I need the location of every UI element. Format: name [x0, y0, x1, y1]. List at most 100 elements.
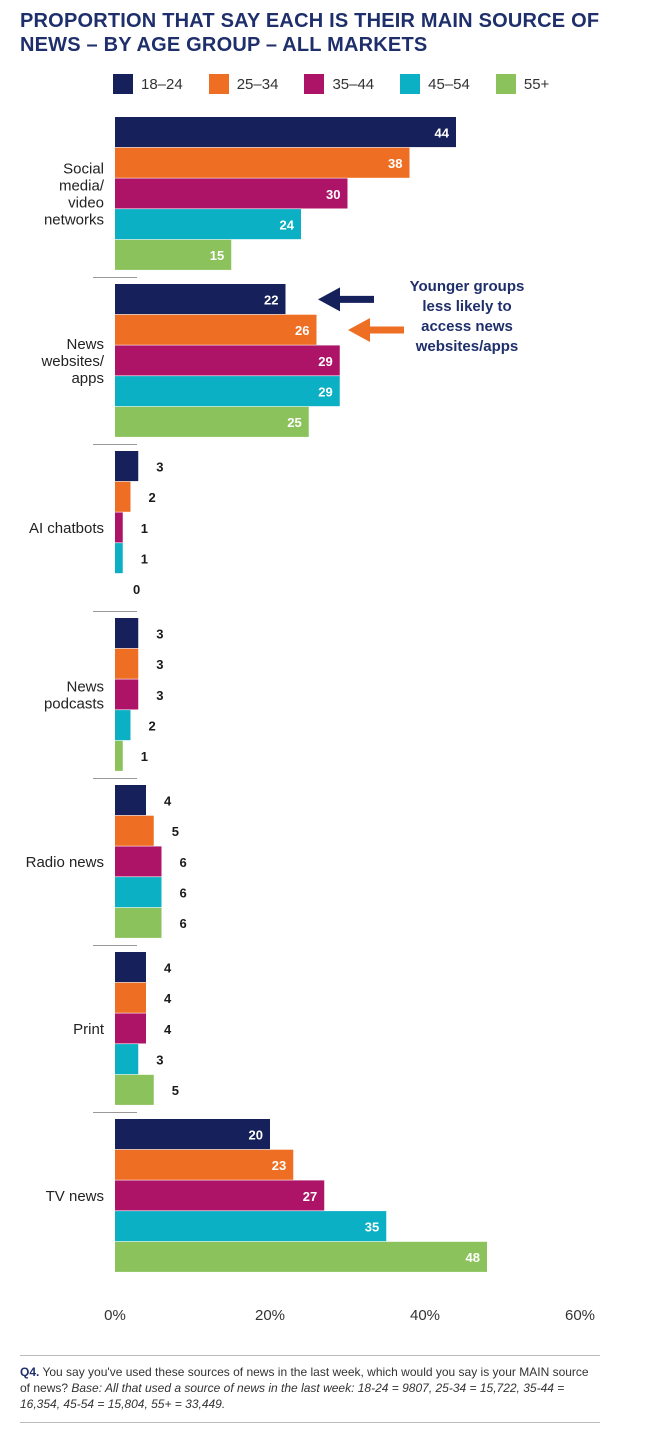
footnote-divider-top — [20, 1355, 600, 1356]
bar — [115, 1119, 270, 1150]
chart-title: PROPORTION THAT SAY EACH IS THEIR MAIN S… — [20, 9, 650, 57]
bar — [115, 648, 139, 679]
data-label: 48 — [466, 1250, 480, 1265]
category-label: News websites/apps — [40, 336, 104, 387]
data-label: 3 — [156, 1052, 163, 1067]
bar — [115, 209, 301, 240]
bar — [115, 1241, 487, 1272]
legend-label: 55+ — [523, 75, 550, 93]
footnote-question-label: Q4. — [20, 1365, 40, 1379]
chart-title-line-2: NEWS – BY AGE GROUP – ALL MARKETS — [20, 34, 428, 56]
legend-label: 45–54 — [428, 75, 470, 93]
data-label: 4 — [164, 991, 172, 1006]
bar — [115, 618, 139, 649]
x-tick-label: 20% — [255, 1307, 285, 1324]
bar — [115, 117, 456, 148]
bar — [115, 284, 286, 315]
x-tick-label: 0% — [104, 1307, 126, 1324]
data-label: 35 — [365, 1219, 379, 1234]
legend-swatch — [304, 74, 325, 94]
bar — [115, 147, 410, 178]
bar — [115, 1211, 387, 1242]
bar — [115, 376, 340, 407]
bar — [115, 815, 154, 846]
bar — [115, 907, 162, 938]
data-label: 4 — [164, 1022, 172, 1037]
chart-title-line-1: PROPORTION THAT SAY EACH IS THEIR MAIN S… — [20, 10, 600, 32]
data-label: 38 — [388, 156, 402, 171]
bar — [115, 345, 340, 376]
data-label: 25 — [287, 415, 301, 430]
data-label: 15 — [210, 248, 224, 263]
legend-swatch — [208, 74, 229, 94]
data-label: 0 — [133, 582, 140, 597]
x-tick-label: 40% — [410, 1307, 440, 1324]
data-label: 29 — [318, 384, 332, 399]
data-label: 44 — [435, 125, 450, 140]
legend-label: 18–24 — [141, 75, 183, 93]
data-label: 4 — [164, 960, 172, 975]
data-label: 1 — [141, 551, 148, 566]
data-label: 1 — [141, 521, 148, 536]
bar — [115, 679, 139, 710]
bar — [115, 512, 123, 543]
legend-item-2: 35–44 — [304, 74, 374, 94]
data-label: 3 — [156, 459, 163, 474]
data-label: 26 — [295, 323, 309, 338]
legend-item-4: 55+ — [495, 74, 550, 94]
bar — [115, 846, 162, 877]
legend: 18–24 25–34 35–44 45–54 55+ — [113, 74, 575, 94]
category-label: Print — [73, 1021, 105, 1038]
bar — [115, 877, 162, 908]
footnote-divider-bottom — [20, 1422, 600, 1423]
data-label: 6 — [180, 916, 187, 931]
bar — [115, 1044, 139, 1075]
data-label: 27 — [303, 1189, 317, 1204]
footnote-question: You say you've used these sources of new… — [20, 1365, 589, 1395]
bar — [115, 785, 146, 816]
data-label: 4 — [164, 793, 172, 808]
data-label: 6 — [180, 885, 187, 900]
bar — [115, 982, 146, 1013]
category-label: Radio news — [26, 854, 104, 871]
legend-swatch — [495, 74, 516, 94]
bar — [115, 314, 317, 345]
legend-item-1: 25–34 — [208, 74, 279, 94]
data-label: 3 — [156, 657, 163, 672]
legend-label: 25–34 — [236, 75, 279, 93]
data-label: 5 — [172, 1083, 179, 1098]
legend-item-0: 18–24 — [113, 74, 183, 94]
bar — [115, 178, 348, 209]
data-label: 2 — [149, 490, 156, 505]
x-tick-label: 60% — [565, 1307, 595, 1324]
data-label: 23 — [272, 1158, 286, 1173]
bar — [115, 451, 139, 482]
bar — [115, 1013, 146, 1044]
data-label: 2 — [149, 718, 156, 733]
footnote: Q4. You say you've used these sources of… — [20, 1364, 600, 1412]
bar — [115, 710, 131, 741]
annotation-arrow-18-24 — [318, 287, 374, 312]
data-label: 6 — [180, 855, 187, 870]
data-label: 3 — [156, 626, 163, 641]
data-label: 20 — [249, 1127, 263, 1142]
bar — [115, 952, 146, 983]
data-label: 24 — [280, 217, 295, 232]
bar — [115, 239, 232, 270]
bar — [115, 406, 309, 437]
bar — [115, 543, 123, 574]
legend-label: 35–44 — [332, 75, 375, 93]
legend-swatch — [113, 74, 133, 94]
bar — [115, 481, 131, 512]
data-label: 3 — [156, 688, 163, 703]
annotation-text: Younger groups less likely to access news w… — [410, 278, 525, 355]
footnote-base: Base: All that used a source of news in … — [20, 1381, 565, 1411]
data-label: 1 — [141, 749, 148, 764]
legend-item-3: 45–54 — [400, 74, 470, 94]
data-label: 22 — [264, 292, 278, 307]
data-label: 29 — [318, 354, 332, 369]
data-label: 30 — [326, 187, 340, 202]
data-label: 5 — [172, 824, 179, 839]
annotation-arrow-25-34 — [348, 318, 404, 343]
